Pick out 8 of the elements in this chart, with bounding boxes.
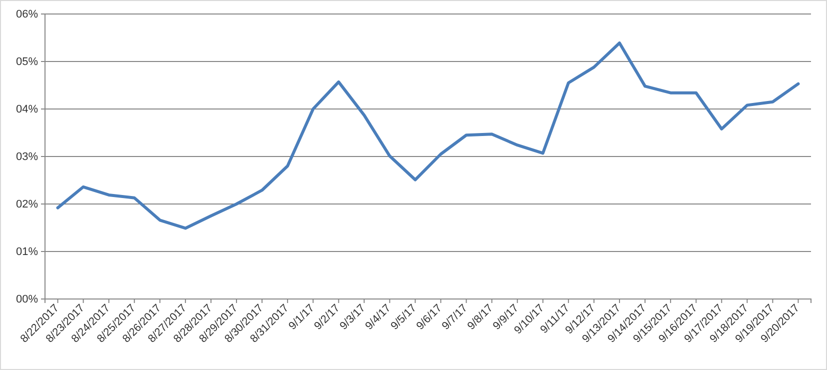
y-tick-label: 06% (16, 8, 38, 21)
y-tick-label: 02% (16, 198, 38, 211)
y-tick-label: 00% (16, 294, 38, 306)
y-tick-label: 01% (16, 246, 38, 258)
y-tick-label: 03% (16, 151, 38, 164)
y-tick-label: 04% (16, 104, 38, 116)
y-tick-label: 05% (16, 56, 38, 68)
line-series (56, 41, 800, 230)
